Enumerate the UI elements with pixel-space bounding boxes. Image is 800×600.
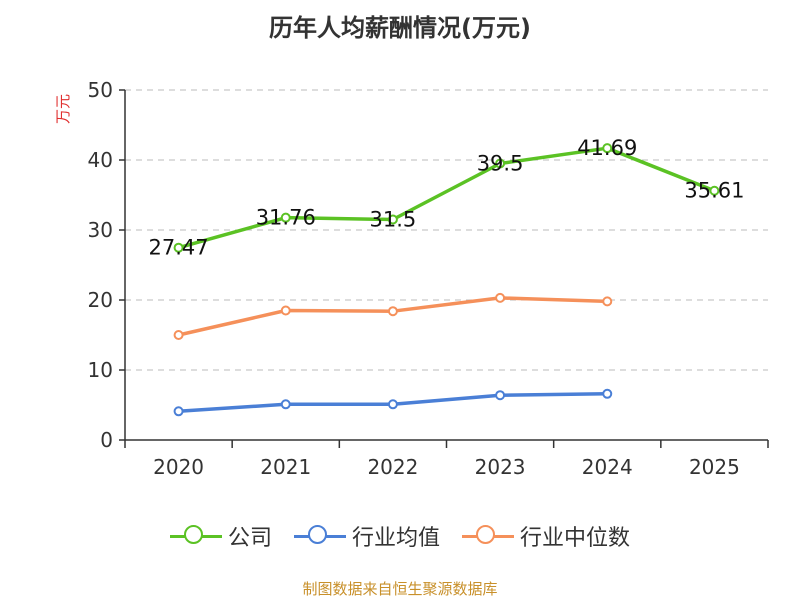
data-point bbox=[280, 399, 291, 410]
data-label: 35.61 bbox=[684, 179, 744, 203]
data-label: 41.69 bbox=[577, 136, 637, 160]
legend-item-industry-mean[interactable]: 行业均值 bbox=[293, 520, 440, 552]
legend-marker-icon bbox=[169, 523, 222, 549]
chart-title: 历年人均薪酬情况(万元) bbox=[269, 14, 531, 42]
data-point bbox=[602, 388, 613, 399]
x-tick-label: 2022 bbox=[367, 455, 418, 479]
y-tick-label: 30 bbox=[88, 218, 113, 242]
data-point bbox=[387, 399, 398, 410]
data-point bbox=[387, 306, 398, 317]
data-point bbox=[173, 242, 184, 253]
data-point bbox=[495, 158, 506, 169]
x-tick-label: 2025 bbox=[689, 455, 740, 479]
x-tick-label: 2021 bbox=[260, 455, 311, 479]
legend-label: 行业中位数 bbox=[520, 526, 631, 551]
legend-marker-icon bbox=[462, 523, 514, 549]
data-point bbox=[173, 330, 184, 340]
data-point bbox=[387, 214, 398, 225]
y-tick-label: 0 bbox=[100, 428, 113, 452]
series-line-0 bbox=[178, 146, 716, 250]
x-tick-label: 2024 bbox=[582, 455, 633, 479]
data-label: 39.5 bbox=[477, 152, 524, 176]
y-tick-label: 20 bbox=[88, 288, 113, 312]
legend-label: 公司 bbox=[227, 526, 272, 551]
data-point bbox=[173, 406, 184, 417]
data-point bbox=[709, 185, 720, 196]
legend-item-industry-median[interactable]: 行业中位数 bbox=[462, 520, 630, 552]
data-point bbox=[602, 143, 613, 154]
data-point bbox=[495, 292, 506, 303]
data-point bbox=[280, 305, 291, 316]
series-line-2 bbox=[178, 296, 608, 337]
data-point bbox=[495, 390, 506, 401]
data-point bbox=[602, 296, 613, 307]
legend-label: 行业均值 bbox=[351, 526, 440, 551]
data-label: 31.76 bbox=[256, 206, 316, 230]
legend-marker-icon bbox=[293, 523, 346, 549]
data-label: 27.47 bbox=[149, 236, 209, 260]
data-label: 31.5 bbox=[370, 208, 417, 232]
data-point bbox=[280, 212, 291, 223]
y-tick-label: 50 bbox=[88, 78, 113, 102]
x-tick-label: 2020 bbox=[153, 455, 204, 479]
y-tick-label: 10 bbox=[88, 358, 113, 382]
x-tick-label: 2023 bbox=[475, 455, 526, 479]
legend: 公司 行业均值 行业中位数 bbox=[0, 520, 800, 552]
source-note: 制图数据来自恒生聚源数据库 bbox=[302, 580, 498, 598]
y-tick-label: 40 bbox=[88, 148, 113, 172]
legend-item-company[interactable]: 公司 bbox=[169, 520, 272, 552]
